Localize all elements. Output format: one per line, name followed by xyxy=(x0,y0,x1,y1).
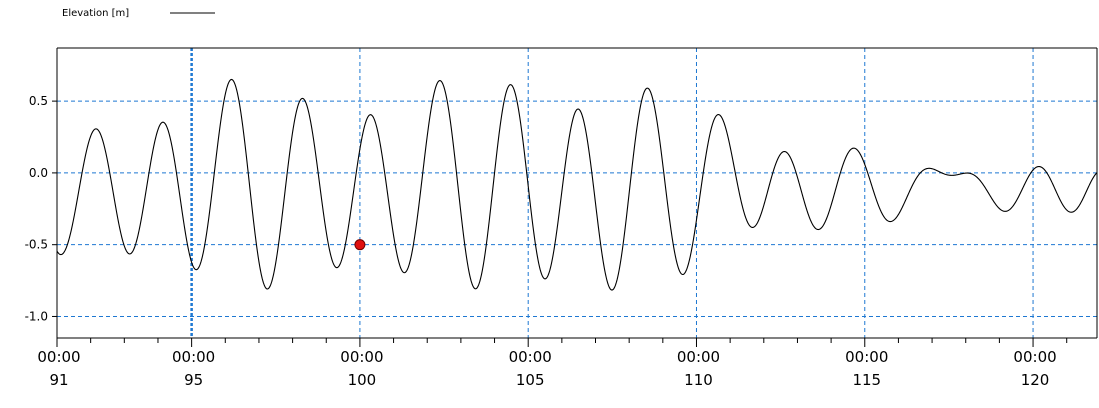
x-tick-time-6: 00:00 xyxy=(1013,348,1056,366)
grid xyxy=(57,48,1097,338)
plot-frame xyxy=(56,47,1098,339)
legend-label: Elevation [m] xyxy=(62,8,129,19)
x-tick-step-1: 95 xyxy=(184,371,203,389)
y-tick-label-0: 0.5 xyxy=(29,94,48,108)
legend: Elevation [m] xyxy=(62,8,215,19)
x-tick-time-3: 00:00 xyxy=(509,348,552,366)
y-tick-label-1: 0.0 xyxy=(29,166,48,180)
x-tick-step-2: 100 xyxy=(348,371,377,389)
y-tick-label-2: -0.5 xyxy=(25,238,48,252)
y-tick-label-3: -1.0 xyxy=(25,309,48,323)
x-tick-step-6: 120 xyxy=(1021,371,1050,389)
x-tick-time-2: 00:00 xyxy=(340,348,383,366)
x-tick-time-5: 00:00 xyxy=(845,348,888,366)
x-tick-step-0: 91 xyxy=(49,371,68,389)
cursor-marker xyxy=(354,239,366,251)
x-tick-time-0: 00:00 xyxy=(37,348,80,366)
x-tick-time-4: 00:00 xyxy=(677,348,720,366)
x-tick-time-1: 00:00 xyxy=(172,348,215,366)
x-tick-step-3: 105 xyxy=(516,371,545,389)
series-line xyxy=(56,78,1098,291)
x-axis: 00:00 91 00:00 95 00:00 100 00:00 105 00:00 110 00… xyxy=(37,338,1068,389)
x-tick-step-4: 110 xyxy=(684,371,713,389)
series-elevation xyxy=(56,78,1098,291)
y-axis: 0.5 0.0 -0.5 -1.0 xyxy=(25,94,57,323)
cursor-marker-layer xyxy=(354,239,366,251)
x-tick-step-5: 115 xyxy=(852,371,881,389)
